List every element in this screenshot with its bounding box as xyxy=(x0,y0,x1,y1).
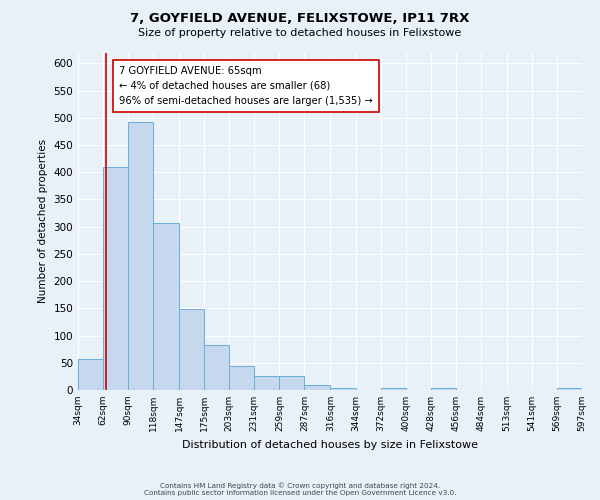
Bar xyxy=(204,346,229,390)
Bar xyxy=(153,223,179,390)
Bar xyxy=(179,309,204,390)
Y-axis label: Number of detached properties: Number of detached properties xyxy=(38,139,48,304)
Bar xyxy=(280,376,304,390)
Text: Size of property relative to detached houses in Felixstowe: Size of property relative to detached ho… xyxy=(139,28,461,38)
Bar xyxy=(254,376,280,390)
Bar xyxy=(331,388,356,390)
Bar xyxy=(128,122,153,390)
Bar xyxy=(229,366,254,390)
Text: Contains public sector information licensed under the Open Government Licence v3: Contains public sector information licen… xyxy=(144,490,456,496)
Text: 7, GOYFIELD AVENUE, FELIXSTOWE, IP11 7RX: 7, GOYFIELD AVENUE, FELIXSTOWE, IP11 7RX xyxy=(130,12,470,26)
X-axis label: Distribution of detached houses by size in Felixstowe: Distribution of detached houses by size … xyxy=(182,440,478,450)
Bar xyxy=(78,359,103,390)
Bar xyxy=(380,388,406,390)
Bar xyxy=(103,167,128,390)
Bar xyxy=(304,384,331,390)
Text: 7 GOYFIELD AVENUE: 65sqm
← 4% of detached houses are smaller (68)
96% of semi-de: 7 GOYFIELD AVENUE: 65sqm ← 4% of detache… xyxy=(119,66,373,106)
Bar xyxy=(431,388,456,390)
Text: Contains HM Land Registry data © Crown copyright and database right 2024.: Contains HM Land Registry data © Crown c… xyxy=(160,482,440,489)
Bar xyxy=(557,388,582,390)
